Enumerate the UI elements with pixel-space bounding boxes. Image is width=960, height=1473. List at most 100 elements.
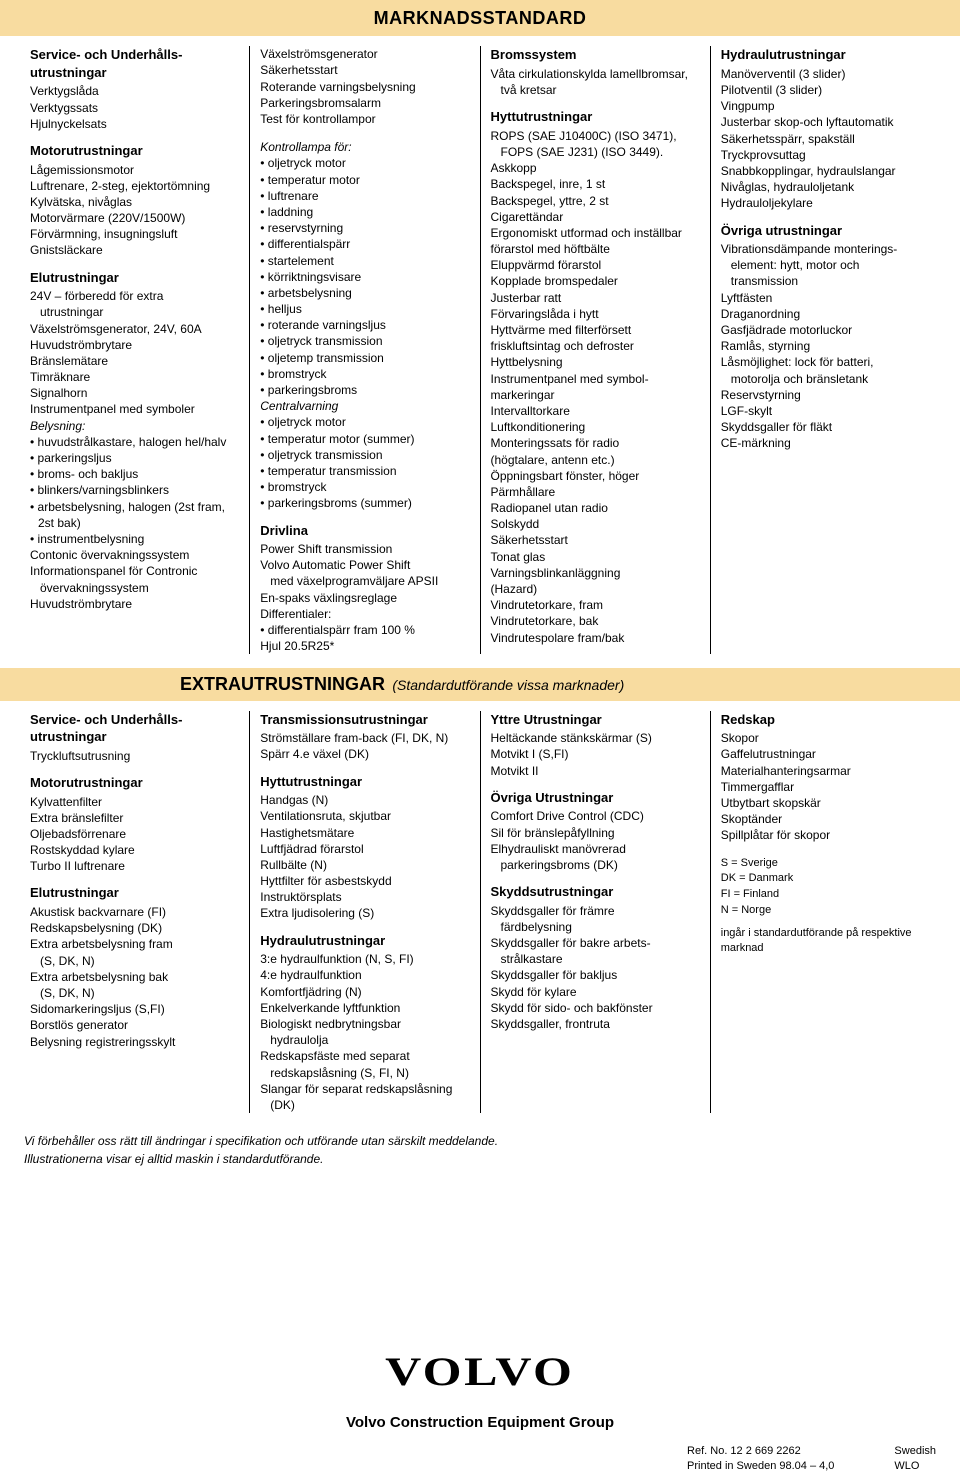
block1-col4: Hydraulutrustningar Manöverventil (3 slid… [711, 46, 940, 654]
list-item: Extra bränslefilter [30, 810, 239, 826]
header2-title: EXTRAUTRUSTNINGAR [180, 674, 385, 694]
list-item: Manöverventil (3 slider) [721, 66, 930, 82]
list-item: parkeringsbroms (summer) [260, 495, 469, 511]
list-item: (DK) [260, 1097, 469, 1113]
list-item: arbetsbelysning, halogen (2st fram, 2st … [30, 499, 239, 531]
list-item: temperatur transmission [260, 463, 469, 479]
list-item: CE-märkning [721, 435, 930, 451]
list-item: Strömställare fram-back (FI, DK, N) [260, 730, 469, 746]
list-item: Tryckprovsuttag [721, 147, 930, 163]
section-title: Elutrustningar [30, 269, 239, 287]
section-title: Motorutrustningar [30, 774, 239, 792]
list-item: Slangar för separat redskapslåsning [260, 1081, 469, 1097]
section-title: Elutrustningar [30, 884, 239, 902]
list-item: FOPS (SAE J231) (ISO 3449). [491, 144, 700, 160]
list-item: Hastighetsmätare [260, 825, 469, 841]
list-item: Differentialer: [260, 606, 469, 622]
list-item: Reservstyrning [721, 387, 930, 403]
list-item: Lyftfästen [721, 290, 930, 306]
list-item: Komfortfjädring (N) [260, 984, 469, 1000]
list-item: Kylvätska, nivåglas [30, 194, 239, 210]
list-item: Enkelverkande lyftfunktion [260, 1000, 469, 1016]
list-item: 3:e hydraulfunktion (N, S, FI) [260, 951, 469, 967]
list-item: 4:e hydraulfunktion [260, 967, 469, 983]
legend-line: FI = Finland [721, 887, 930, 902]
list-item: Extra ljudisolering (S) [260, 905, 469, 921]
section-title: Övriga Utrustningar [491, 789, 700, 807]
list-item: Luftfjädrad förarstol [260, 841, 469, 857]
list-item: utrustningar [30, 304, 239, 320]
header1-title: MARKNADSSTANDARD [0, 6, 960, 30]
footer-subtitle: Volvo Construction Equipment Group [0, 1413, 960, 1433]
disclaimer-line1: Vi förbehåller oss rätt till ändringar i… [24, 1133, 936, 1149]
list-item: Parkeringsbromsalarm [260, 95, 469, 111]
list-item: instrumentbelysning [30, 531, 239, 547]
section-title: Bromssystem [491, 46, 700, 64]
list-item: bromstryck [260, 366, 469, 382]
list-item: Motorvärmare (220V/1500W) [30, 210, 239, 226]
list-item: Handgas (N) [260, 792, 469, 808]
section-title: Motorutrustningar [30, 142, 239, 160]
list-item: Hyttvärme med filterförsett friskluftsin… [491, 322, 700, 354]
section-title: Service- och Underhålls-utrustningar [30, 46, 239, 81]
list-item: redskapslåsning (S, FI, N) [260, 1065, 469, 1081]
list-item: oljetryck transmission [260, 333, 469, 349]
list-item: differentialspärr fram 100 % [260, 622, 469, 638]
list-item: Varningsblinkanläggning [491, 565, 700, 581]
list-item: arbetsbelysning [260, 285, 469, 301]
section-title: Hydraulutrustningar [721, 46, 930, 64]
list-item: Tonat glas [491, 549, 700, 565]
list-item: Ventilationsruta, skjutbar [260, 808, 469, 824]
list-item: Gaffelutrustningar [721, 746, 930, 762]
list-item: Vindrutespolare fram/bak [491, 630, 700, 646]
list-item: Skyddsgaller för främre [491, 903, 700, 919]
list-item: Vindrutetorkare, bak [491, 613, 700, 629]
list-item: hydraulolja [260, 1032, 469, 1048]
list-item: ROPS (SAE J10400C) (ISO 3471), [491, 128, 700, 144]
list-item: Solskydd [491, 516, 700, 532]
list-item: Rullbälte (N) [260, 857, 469, 873]
list-item: Skyddsgaller, frontruta [491, 1016, 700, 1032]
list-item: Belysning registreringsskylt [30, 1034, 239, 1050]
list-item: Skyddsgaller för fläkt [721, 419, 930, 435]
list-item: Motvikt II [491, 763, 700, 779]
list-item: (S, DK, N) [30, 985, 239, 1001]
list-item: Förvärmning, insugningsluft [30, 226, 239, 242]
list-item: element: hytt, motor och [721, 257, 930, 273]
legend-line: N = Norge [721, 903, 930, 918]
list-item: 24V – förberedd för extra [30, 288, 239, 304]
section-title: Hyttutrustningar [260, 773, 469, 791]
italic-label: Kontrollampa för: [260, 139, 469, 155]
lang1: Swedish [894, 1444, 936, 1459]
list-item: Våta cirkulationskylda lamellbromsar, [491, 66, 700, 82]
list-item: Heltäckande stänkskärmar (S) [491, 730, 700, 746]
list-item: Materialhanteringsarmar [721, 763, 930, 779]
section-title: Transmissionsutrustningar [260, 711, 469, 729]
section-title: Övriga utrustningar [721, 222, 930, 240]
list-item: Växelströmsgenerator, 24V, 60A [30, 321, 239, 337]
list-item: Säkerhetsstart [491, 532, 700, 548]
list-item: Öppningsbart fönster, höger [491, 468, 700, 484]
block1-columns: Service- och Underhålls-utrustningarVerk… [0, 36, 960, 668]
list-item: med växelprogramväljare APSII [260, 573, 469, 589]
list-item: Hydrauloljekylare [721, 195, 930, 211]
list-item: Kopplade bromspedaler [491, 273, 700, 289]
list-item: Skopor [721, 730, 930, 746]
list-item: Hyttfilter för asbestskydd [260, 873, 469, 889]
header2-subtitle: (Standardutförande vissa marknader) [392, 677, 624, 693]
list-item: Instrumentpanel med symboler [30, 401, 239, 417]
footer-spacer [0, 1175, 960, 1335]
list-item: oljetryck transmission [260, 447, 469, 463]
list-item: Vindrutetorkare, fram [491, 597, 700, 613]
block2-columns: Service- och Underhålls-utrustningarTryc… [0, 701, 960, 1127]
lang-block: Swedish WLO [894, 1444, 936, 1473]
list-item: Rostskyddad kylare [30, 842, 239, 858]
ref2: Printed in Sweden 98.04 – 4,0 [687, 1459, 834, 1473]
list-item: Backspegel, inre, 1 st [491, 176, 700, 192]
list-item: parkeringsbroms (DK) [491, 857, 700, 873]
list-item: (Hazard) [491, 581, 700, 597]
list-item: Huvudströmbrytare [30, 337, 239, 353]
list-item: Nivåglas, hydrauloljetank [721, 179, 930, 195]
list-item: Låsmöjlighet: lock för batteri, [721, 354, 930, 370]
list-item: Sil för bränslepåfyllning [491, 825, 700, 841]
